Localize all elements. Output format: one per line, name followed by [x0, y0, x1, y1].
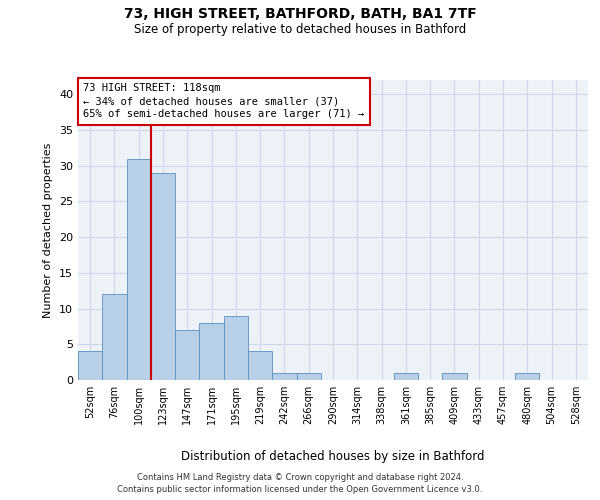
- Bar: [394, 373, 418, 380]
- Bar: [151, 173, 175, 380]
- Bar: [127, 158, 151, 380]
- Text: 73, HIGH STREET, BATHFORD, BATH, BA1 7TF: 73, HIGH STREET, BATHFORD, BATH, BA1 7TF: [124, 8, 476, 22]
- Bar: [102, 294, 127, 380]
- Bar: [515, 373, 539, 380]
- Text: Size of property relative to detached houses in Bathford: Size of property relative to detached ho…: [134, 22, 466, 36]
- Bar: [199, 323, 224, 380]
- Bar: [248, 352, 272, 380]
- Text: Contains HM Land Registry data © Crown copyright and database right 2024.: Contains HM Land Registry data © Crown c…: [137, 472, 463, 482]
- Bar: [175, 330, 199, 380]
- Text: 73 HIGH STREET: 118sqm
← 34% of detached houses are smaller (37)
65% of semi-det: 73 HIGH STREET: 118sqm ← 34% of detached…: [83, 83, 364, 120]
- Y-axis label: Number of detached properties: Number of detached properties: [43, 142, 53, 318]
- Bar: [224, 316, 248, 380]
- Bar: [296, 373, 321, 380]
- Text: Contains public sector information licensed under the Open Government Licence v3: Contains public sector information licen…: [118, 485, 482, 494]
- Bar: [78, 352, 102, 380]
- Text: Distribution of detached houses by size in Bathford: Distribution of detached houses by size …: [181, 450, 485, 463]
- Bar: [442, 373, 467, 380]
- Bar: [272, 373, 296, 380]
